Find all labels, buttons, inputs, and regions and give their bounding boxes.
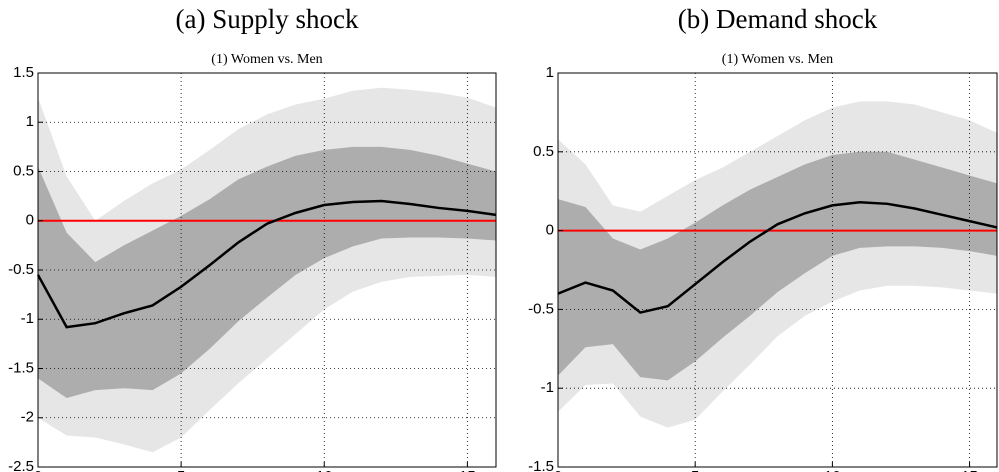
median-line xyxy=(557,200,998,314)
y-tick-label: -2 xyxy=(21,409,34,426)
panel-title: (1) Women vs. Men xyxy=(211,52,322,67)
y-tick-label: -0.5 xyxy=(528,300,554,317)
y-tick-label: -1.5 xyxy=(8,359,34,376)
confidence-band xyxy=(558,151,997,381)
x-tick-label: 0 xyxy=(34,468,42,472)
axes-box xyxy=(557,72,998,468)
confidence-band xyxy=(38,146,496,399)
panel-caption: (a) Supply shock xyxy=(176,4,359,34)
x-tick-label: 0 xyxy=(554,468,562,472)
panel-caption: (b) Demand shock xyxy=(678,4,878,34)
x-tick-label: 15 xyxy=(459,468,476,472)
panel-title: (1) Women vs. Men xyxy=(722,52,833,67)
y-tick-label: 0.5 xyxy=(533,143,554,160)
x-tick-label: 10 xyxy=(824,468,841,472)
y-tick-label: -1 xyxy=(21,310,34,327)
y-tick-label: 0.5 xyxy=(13,162,34,179)
y-tick-label: -1.5 xyxy=(528,458,554,472)
y-tick-label: -2.5 xyxy=(8,458,34,472)
y-tick-label: 0 xyxy=(546,222,554,239)
y-tick-label: 1 xyxy=(546,64,554,81)
x-tick-label: 10 xyxy=(316,468,333,472)
y-tick-label: -1 xyxy=(541,379,554,396)
y-tick-label: 0 xyxy=(26,212,34,229)
y-tick-label: -0.5 xyxy=(8,261,34,278)
x-tick-label: 5 xyxy=(691,468,699,472)
y-tick-label: 1.5 xyxy=(13,64,34,81)
median-line xyxy=(36,199,497,329)
y-tick-label: 1 xyxy=(26,113,34,130)
x-tick-label: 5 xyxy=(177,468,185,472)
x-tick-label: 15 xyxy=(961,468,978,472)
